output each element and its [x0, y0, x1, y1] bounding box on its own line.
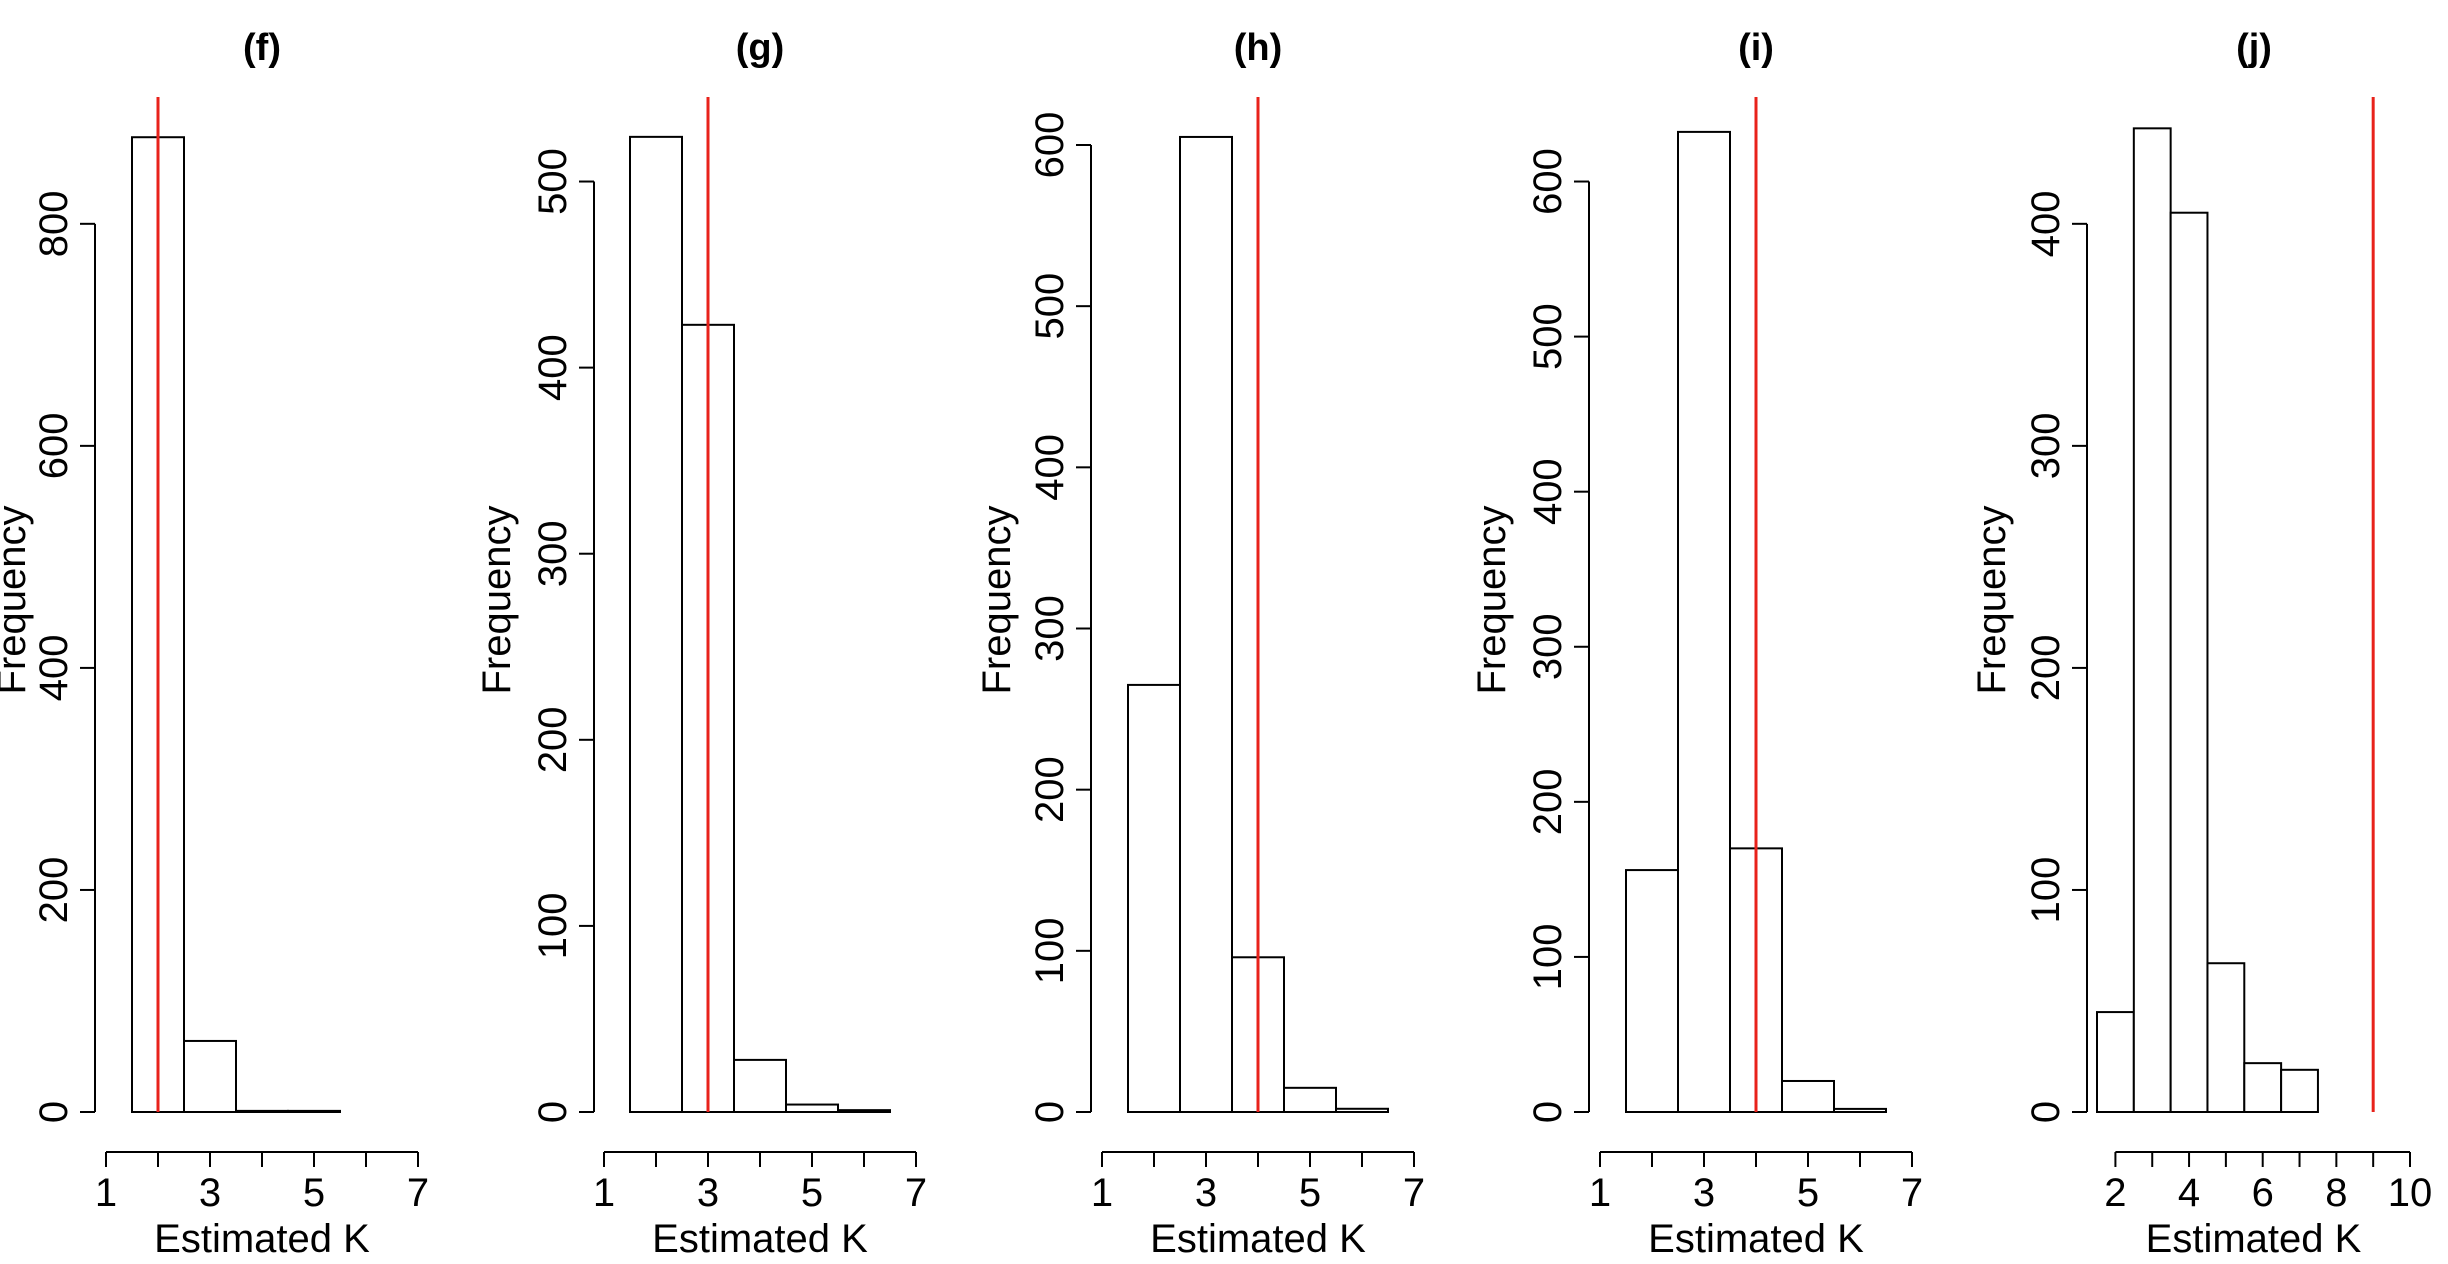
y-tick-label: 0 — [32, 1101, 76, 1123]
histogram-bar — [2096, 1011, 2135, 1113]
histogram-bar — [2132, 127, 2172, 1114]
y-tick-label: 400 — [1028, 434, 1072, 501]
y-tick-label: 100 — [2024, 857, 2068, 924]
y-tick-label: 0 — [531, 1101, 575, 1123]
y-tick-label: 200 — [32, 857, 76, 924]
y-axis-label: Frequency — [475, 506, 519, 695]
y-tick-label: 400 — [2024, 190, 2068, 257]
x-tick-label: 8 — [2325, 1171, 2347, 1215]
y-tick-label: 400 — [1526, 458, 1570, 525]
y-tick-label: 500 — [1028, 273, 1072, 340]
x-tick-label: 1 — [593, 1171, 615, 1215]
histogram-bar — [235, 1109, 289, 1113]
y-tick-label: 0 — [1028, 1101, 1072, 1123]
x-tick-label: 1 — [95, 1171, 117, 1215]
histogram-bar — [1625, 869, 1679, 1113]
histogram-bar — [1677, 130, 1731, 1113]
x-tick-label: 4 — [2178, 1171, 2200, 1215]
x-tick-label: 7 — [407, 1171, 429, 1215]
histogram-bar — [2243, 1062, 2283, 1114]
histogram-bar — [183, 1039, 237, 1113]
x-tick-label: 10 — [2388, 1171, 2433, 1215]
y-tick-label: 600 — [1526, 148, 1570, 215]
y-tick-label: 100 — [1028, 917, 1072, 984]
y-tick-label: 200 — [1028, 756, 1072, 823]
histogram-bar — [1833, 1107, 1887, 1114]
x-tick-label: 5 — [303, 1171, 325, 1215]
panel-i: (i) 0 100 200 300 400 500 600 1 3 5 7 Estimated K Fre… — [1470, 27, 1923, 1261]
panel-g: (g) 0 100 200 300 400 500 1 3 5 7 Estimated K Freque… — [475, 27, 927, 1261]
panel-f: (f) 0 200 400 600 800 1 3 5 7 Estimated K Frequency — [0, 27, 429, 1261]
x-tick-label: 7 — [1901, 1171, 1923, 1215]
x-tick-label: 7 — [1403, 1171, 1425, 1215]
x-tick-label: 1 — [1589, 1171, 1611, 1215]
y-tick-label: 800 — [32, 190, 76, 257]
chart-title: (f) — [243, 27, 281, 69]
histogram-bar — [2206, 962, 2246, 1114]
x-tick-label: 5 — [1299, 1171, 1321, 1215]
y-tick-label: 200 — [531, 706, 575, 773]
histogram-bar — [629, 135, 683, 1113]
x-axis-label: Estimated K — [1150, 1217, 1366, 1261]
x-tick-label: 5 — [1797, 1171, 1819, 1215]
y-tick-label: 400 — [531, 334, 575, 401]
histogram-bar — [1781, 1079, 1835, 1114]
y-axis-label: Frequency — [1470, 506, 1514, 695]
y-tick-label: 100 — [1526, 924, 1570, 991]
y-axis-label: Frequency — [0, 506, 34, 695]
y-tick-label: 500 — [531, 148, 575, 215]
y-tick-label: 600 — [32, 412, 76, 479]
x-axis-label: Estimated K — [2146, 1217, 2362, 1261]
y-axis-label: Frequency — [1970, 506, 2014, 695]
x-tick-label: 5 — [801, 1171, 823, 1215]
y-tick-label: 100 — [531, 893, 575, 960]
chart-title: (g) — [736, 27, 785, 69]
x-tick-label: 3 — [697, 1171, 719, 1215]
x-tick-label: 6 — [2252, 1171, 2274, 1215]
panel-j: (j) 0 100 200 300 400 2 4 6 8 10 Estimated K Frequen… — [1970, 27, 2432, 1261]
histogram-bar — [1283, 1086, 1337, 1113]
x-tick-label: 1 — [1091, 1171, 1113, 1215]
x-axis-label: Estimated K — [1648, 1217, 1864, 1261]
y-tick-label: 200 — [2024, 635, 2068, 702]
x-axis-label: Estimated K — [652, 1217, 868, 1261]
histogram-bar — [1335, 1107, 1389, 1113]
y-tick-label: 300 — [531, 520, 575, 587]
y-axis-label: Frequency — [975, 506, 1019, 695]
histogram-bar — [2169, 211, 2209, 1114]
histogram-bar — [785, 1103, 839, 1113]
y-tick-label: 500 — [1526, 303, 1570, 370]
x-tick-label: 3 — [199, 1171, 221, 1215]
y-tick-label: 400 — [32, 635, 76, 702]
histogram-bar — [2280, 1068, 2319, 1114]
x-tick-label: 2 — [2104, 1171, 2126, 1215]
y-tick-label: 600 — [1028, 112, 1072, 179]
y-tick-label: 0 — [2024, 1101, 2068, 1123]
y-tick-label: 200 — [1526, 768, 1570, 835]
x-tick-label: 3 — [1693, 1171, 1715, 1215]
x-axis-label: Estimated K — [154, 1217, 370, 1261]
histogram-bar — [1179, 135, 1233, 1114]
y-tick-label: 300 — [1028, 595, 1072, 662]
x-tick-label: 7 — [905, 1171, 927, 1215]
y-tick-label: 300 — [1526, 613, 1570, 680]
panel-h: (h) 0 100 200 300 400 500 600 1 3 5 7 Estimated K Fre… — [975, 27, 1425, 1261]
chart-title: (h) — [1234, 27, 1283, 69]
histogram-bar — [1127, 683, 1181, 1113]
histogram-bar — [733, 1058, 787, 1113]
histogram-bar — [287, 1109, 341, 1113]
x-tick-label: 3 — [1195, 1171, 1217, 1215]
y-tick-label: 0 — [1526, 1101, 1570, 1123]
chart-title: (i) — [1738, 27, 1774, 69]
chart-title: (j) — [2236, 27, 2272, 69]
y-tick-label: 300 — [2024, 412, 2068, 479]
histogram-bar — [837, 1109, 891, 1113]
